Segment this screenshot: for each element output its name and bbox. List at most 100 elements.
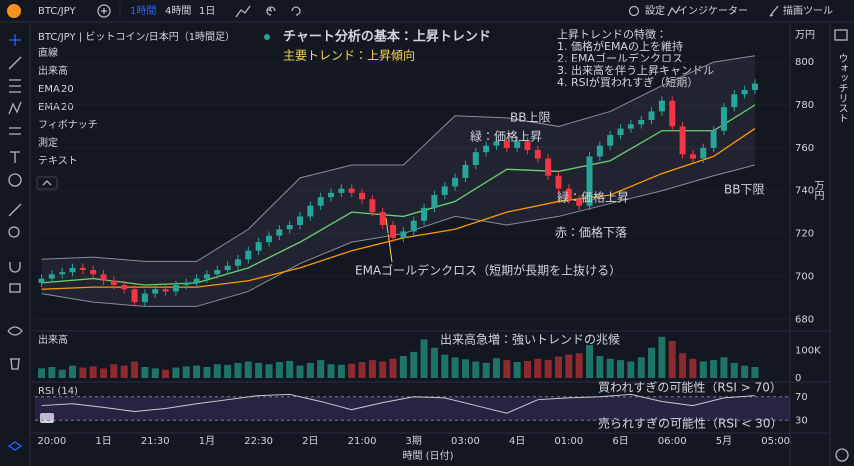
lock-tool[interactable] xyxy=(9,283,21,293)
pattern-tool[interactable] xyxy=(8,101,22,115)
volume-bar xyxy=(565,354,573,378)
candle-body xyxy=(193,278,200,283)
interval[interactable]: 1時間 xyxy=(130,5,156,17)
x-tick-label: 2日 xyxy=(302,436,318,447)
delete-tool[interactable] xyxy=(10,358,20,370)
measure-tool[interactable] xyxy=(8,203,22,217)
volume-bar xyxy=(224,364,232,378)
ema-param: 20 xyxy=(61,84,74,95)
candle-body xyxy=(131,289,138,303)
rsi-title: RSI (14) xyxy=(38,386,78,397)
candle-body xyxy=(524,141,531,150)
object-item[interactable]: 直線 xyxy=(38,46,58,59)
sidebar-title[interactable]: ウォッチリスト xyxy=(836,53,847,123)
candle-body xyxy=(286,225,293,230)
drawing-icon[interactable] xyxy=(769,5,779,17)
candle-body xyxy=(638,120,645,125)
settings-icon[interactable] xyxy=(628,5,640,17)
volume-bar xyxy=(306,362,314,378)
volume-bar xyxy=(637,357,645,378)
x-tick-label: 21:30 xyxy=(141,436,170,447)
candle-body xyxy=(162,289,169,292)
collapse-button[interactable] xyxy=(36,176,58,190)
candle-body xyxy=(152,289,159,294)
zoom-tool[interactable] xyxy=(8,226,20,238)
layers-icon[interactable] xyxy=(7,441,23,451)
undo[interactable] xyxy=(266,6,276,16)
candle-body xyxy=(493,141,500,146)
note-item: 2. EMAゴールデンクロス xyxy=(557,51,683,65)
annotation: 出来高急増：強いトレンドの兆候 xyxy=(440,332,620,347)
x-tick-label: 06:00 xyxy=(658,436,687,447)
annotation: EMAゴールデンクロス（短期が長期を上抜ける） xyxy=(355,263,621,278)
indicators[interactable]: インジケーター xyxy=(678,5,748,17)
x-tick-label: 6日 xyxy=(612,436,628,447)
text-tool[interactable] xyxy=(10,151,20,163)
volume-bar xyxy=(399,356,407,378)
candle-body xyxy=(648,111,655,120)
candle-body xyxy=(700,147,707,159)
drawing-tools[interactable]: 描画ツール xyxy=(783,4,833,17)
y-axis-title: 万円 xyxy=(812,180,824,201)
candle-body xyxy=(255,242,262,251)
candle-body xyxy=(617,128,624,135)
volume-bar xyxy=(296,365,304,378)
symbol[interactable]: BTC/JPY xyxy=(38,6,76,17)
magnet-tool[interactable] xyxy=(9,262,21,273)
settings[interactable]: 設定 xyxy=(645,5,665,17)
x-tick-label: 4日 xyxy=(509,436,525,447)
volume-bar xyxy=(244,361,252,378)
ema-line xyxy=(41,104,756,286)
candle-body xyxy=(59,272,66,275)
left-toolbar xyxy=(7,34,23,451)
add-symbol[interactable] xyxy=(97,4,111,18)
volume-bar xyxy=(275,362,283,378)
watchlist-icon[interactable] xyxy=(834,29,848,41)
object-item[interactable]: テキスト xyxy=(38,156,78,167)
x-tick-label: 22:30 xyxy=(244,436,273,447)
candle-body xyxy=(741,90,748,95)
volume-bar xyxy=(523,360,531,378)
volume-title: 出来高 xyxy=(38,333,68,346)
volume-bar xyxy=(472,361,480,378)
visibility-tool[interactable] xyxy=(7,326,23,336)
crosshair-tool[interactable] xyxy=(9,34,21,46)
candle-body xyxy=(514,141,521,148)
interval[interactable]: 4時間 xyxy=(165,5,191,17)
object-item[interactable]: フィボナッチ xyxy=(38,119,98,131)
volume-bar xyxy=(317,360,325,378)
candle-body xyxy=(379,212,386,225)
volume-bar xyxy=(337,364,345,378)
candle-body xyxy=(462,165,469,178)
ema-item[interactable]: EMA xyxy=(38,84,60,95)
redo[interactable] xyxy=(291,6,301,16)
chart-type[interactable] xyxy=(235,5,251,18)
volume-bar xyxy=(534,358,542,378)
note-item: 1. 価格がEMAの上を維持 xyxy=(557,39,683,53)
x-tick-label: 05:00 xyxy=(761,436,790,447)
annotation: BB上限 xyxy=(510,111,550,125)
candle-body xyxy=(183,282,190,285)
indicator-icon[interactable] xyxy=(667,5,681,17)
object-item[interactable]: 測定 xyxy=(38,136,58,149)
candle-body xyxy=(679,126,686,155)
candle-body xyxy=(731,94,738,108)
help-icon[interactable] xyxy=(835,448,849,462)
projection-tool[interactable] xyxy=(9,127,21,135)
btc-icon[interactable] xyxy=(7,4,21,18)
interval[interactable]: 1日 xyxy=(199,6,215,17)
candle-body xyxy=(534,150,541,159)
volume-bar xyxy=(203,367,211,378)
candle-body xyxy=(576,199,583,206)
y-tick-label: 760 xyxy=(795,143,814,154)
band-upper xyxy=(41,55,756,262)
icon-tool[interactable] xyxy=(8,173,22,187)
ema-item[interactable]: EMA xyxy=(38,102,60,113)
line-tool[interactable] xyxy=(8,56,22,70)
candle-body xyxy=(710,130,717,148)
object-item[interactable]: 出来高 xyxy=(38,64,68,77)
annotation: 緑：価格上昇 xyxy=(470,129,542,144)
fib-tool[interactable] xyxy=(9,79,21,93)
candle-body xyxy=(234,259,241,266)
volume-bar xyxy=(38,368,45,378)
